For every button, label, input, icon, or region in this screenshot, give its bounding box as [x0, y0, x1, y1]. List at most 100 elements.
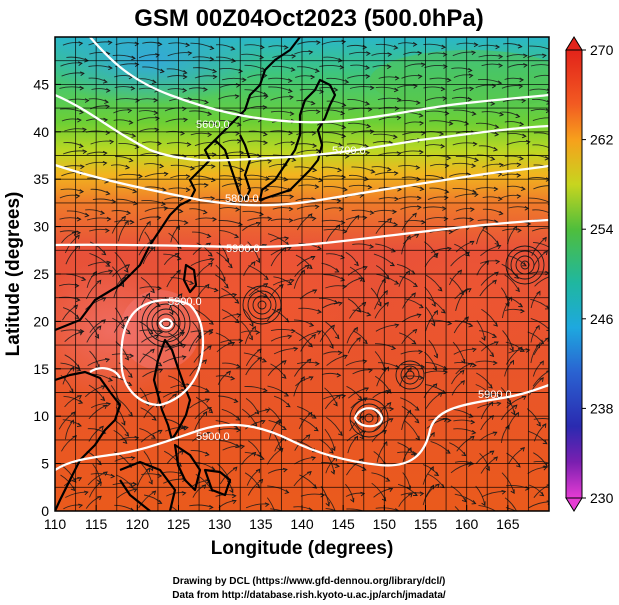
streamline-arrowhead	[273, 515, 277, 519]
streamline	[375, 86, 398, 91]
streamline-arrowhead	[474, 157, 480, 163]
streamline	[189, 504, 213, 508]
streamline	[452, 51, 476, 57]
streamline-arrowhead	[515, 287, 520, 293]
streamline-arrowhead	[391, 345, 397, 351]
streamline	[476, 225, 487, 245]
streamline-arrowhead	[392, 209, 398, 215]
streamline	[272, 279, 294, 286]
streamline	[138, 221, 151, 242]
streamline	[192, 242, 211, 255]
streamline-arrowhead	[393, 222, 399, 227]
streamline	[325, 321, 340, 339]
streamline-arrowhead	[207, 345, 212, 351]
streamline-arrowhead	[106, 260, 112, 266]
streamline-arrowhead	[365, 74, 371, 79]
streamline	[501, 472, 515, 494]
streamline-arrowhead	[134, 41, 140, 47]
streamline-arrowhead	[432, 383, 438, 388]
streamline-arrowhead	[229, 488, 234, 494]
streamline	[323, 186, 348, 191]
streamline-arrowhead	[377, 301, 382, 307]
streamline-arrowhead	[470, 419, 476, 425]
streamline-arrowhead	[344, 79, 350, 84]
streamline	[216, 251, 233, 268]
streamline-arrowhead	[419, 149, 424, 155]
streamline-arrowhead	[334, 334, 340, 340]
streamline-arrowhead	[81, 276, 87, 282]
streamline-arrowhead	[365, 65, 371, 70]
streamline	[293, 217, 316, 221]
streamline-arrowhead	[419, 120, 425, 126]
streamline-arrowhead	[316, 330, 322, 335]
streamline	[377, 152, 401, 156]
streamline-arrowhead	[125, 264, 131, 269]
streamline	[505, 346, 523, 365]
streamline-arrowhead	[102, 150, 108, 156]
streamline-arrowhead	[468, 73, 474, 79]
streamline-arrowhead	[185, 174, 191, 179]
streamline-arrowhead	[211, 164, 216, 169]
streamline-arrowhead	[512, 404, 518, 410]
streamline	[348, 122, 371, 128]
streamline-arrowhead	[138, 174, 143, 179]
streamline-arrowhead	[101, 319, 106, 324]
streamline-arrowhead	[490, 101, 496, 106]
streamline-arrowhead	[393, 87, 399, 93]
streamline	[481, 111, 504, 116]
streamline	[352, 243, 374, 248]
streamline-arrowhead	[83, 490, 89, 496]
streamline-arrowhead	[150, 348, 155, 354]
streamline	[404, 420, 420, 440]
streamline	[64, 128, 87, 132]
streamline	[111, 266, 125, 287]
streamline	[142, 369, 163, 378]
streamline-arrowhead	[523, 63, 528, 68]
streamline-arrowhead	[307, 213, 313, 219]
streamline-arrowhead	[484, 260, 489, 265]
streamline	[195, 121, 217, 125]
streamline	[504, 497, 517, 511]
streamline-arrowhead	[110, 473, 116, 479]
streamline-arrowhead	[100, 210, 106, 216]
streamline-arrowhead	[330, 324, 335, 330]
streamline	[475, 360, 497, 364]
streamline	[194, 141, 218, 147]
streamline-arrowhead	[263, 94, 269, 100]
streamline-arrowhead	[157, 285, 162, 291]
streamline-arrowhead	[279, 283, 284, 289]
streamline-arrowhead	[471, 50, 477, 56]
streamline-arrowhead	[545, 108, 549, 114]
streamline	[477, 402, 501, 409]
streamline-arrowhead	[338, 142, 343, 148]
streamline-arrowhead	[441, 44, 447, 50]
streamline-arrowhead	[108, 269, 114, 275]
streamline-arrowhead	[353, 326, 358, 332]
streamline	[247, 241, 261, 263]
streamline	[422, 484, 434, 506]
streamline-arrowhead	[183, 220, 189, 225]
streamline-arrowhead	[79, 85, 85, 91]
streamline	[324, 493, 336, 511]
streamline-arrowhead	[466, 288, 472, 293]
colorbar-tick-label: 262	[590, 132, 614, 148]
streamline	[168, 187, 190, 191]
streamline	[375, 507, 399, 511]
streamline	[532, 241, 549, 248]
streamline-arrowhead	[204, 182, 209, 188]
streamline-arrowhead	[181, 355, 187, 360]
streamline-arrowhead	[481, 501, 486, 507]
streamline-arrowhead	[204, 451, 210, 457]
streamline-arrowhead	[460, 380, 465, 385]
streamline-arrowhead	[232, 292, 238, 298]
streamline	[118, 173, 143, 177]
streamline	[454, 493, 476, 504]
streamline	[453, 348, 476, 355]
streamline	[345, 360, 367, 366]
streamline	[241, 53, 264, 59]
streamline	[170, 164, 195, 170]
streamline	[347, 75, 370, 79]
streamline-arrowhead	[457, 269, 463, 275]
streamline	[506, 140, 530, 146]
streamline-arrowhead	[518, 84, 524, 89]
